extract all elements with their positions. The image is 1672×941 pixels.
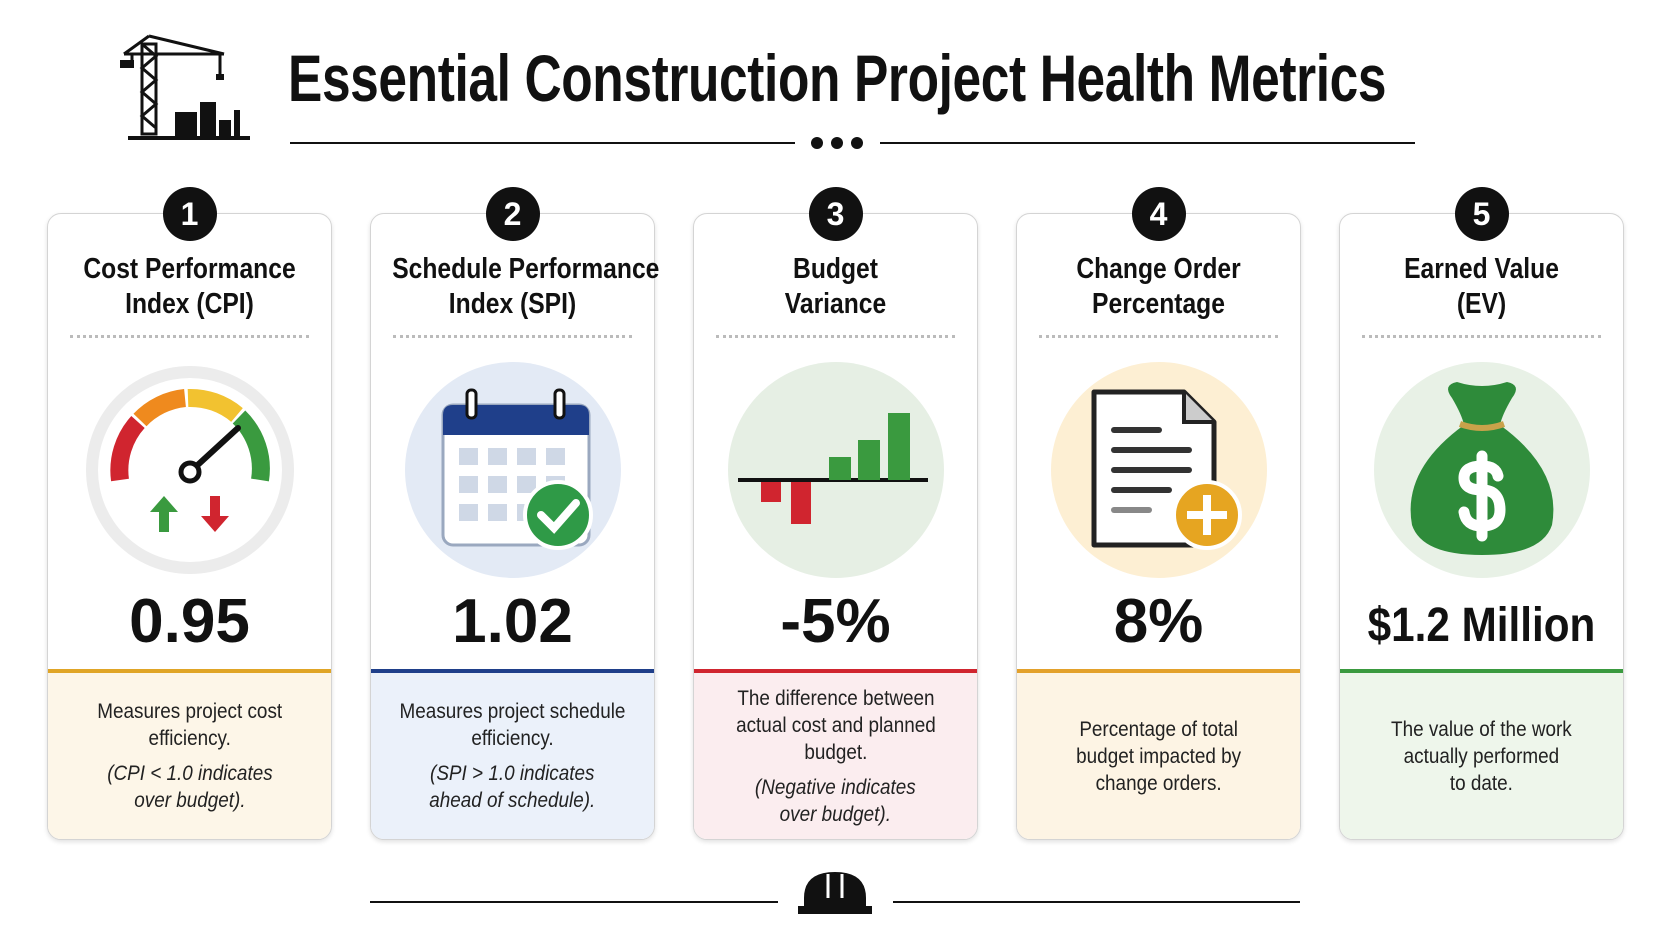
description-panel: Measures project schedule efficiency. (SPI… <box>371 669 654 839</box>
note-line: (Negative indicates <box>755 775 916 799</box>
description-line: efficiency. <box>471 727 554 750</box>
divider <box>70 335 309 338</box>
icon-graphic <box>1050 362 1267 578</box>
card-title: Earned Value (EV) <box>1361 252 1602 322</box>
card-number: 4 <box>1131 187 1186 241</box>
card-icon <box>1049 360 1269 580</box>
metric-value: 0.95 <box>129 587 250 656</box>
page-title: Essential Construction Project Health Me… <box>288 41 1387 115</box>
card-title-line: Percentage <box>1092 288 1225 320</box>
card-number: 2 <box>485 187 540 241</box>
card-title-line: Schedule Performance <box>392 253 660 285</box>
description: Measures project cost efficiency. <box>87 698 292 752</box>
card-icon <box>80 360 300 580</box>
metric-card: 4 Change Order Percentage 8% Percentage of … <box>1016 187 1301 840</box>
description: The difference between actual cost and pl… <box>725 685 947 766</box>
description-line: actual cost and planned <box>735 713 936 737</box>
card-number: 5 <box>1454 187 1509 241</box>
card-title: Cost Performance Index (CPI) <box>69 252 310 322</box>
description-line: The difference between <box>736 686 935 710</box>
description-panel: Percentage of total budget impacted by cha… <box>1017 669 1300 839</box>
note-line: (SPI > 1.0 indicates <box>430 762 595 785</box>
card-title: Budget Variance <box>715 252 956 322</box>
description-line: actually performed <box>1403 744 1560 768</box>
description-line: Percentage of total <box>1079 717 1238 741</box>
note: (CPI < 1.0 indicates over budget). <box>98 760 282 814</box>
note: (Negative indicates over budget). <box>746 774 925 828</box>
metric-value: $1.2 Million <box>1367 599 1596 652</box>
divider <box>716 335 955 338</box>
card-icon <box>1372 360 1592 580</box>
card-title-line: Change Order <box>1076 253 1241 285</box>
divider <box>1039 335 1278 338</box>
card-number: 1 <box>162 187 217 241</box>
title-rule <box>290 137 1415 149</box>
footer-rule <box>370 872 1300 914</box>
description-line: budget. <box>803 740 868 764</box>
note-line: over budget). <box>133 789 246 812</box>
description-panel: The value of the work actually performed t… <box>1340 669 1623 839</box>
card-number: 3 <box>808 187 863 241</box>
card-icon <box>403 360 623 580</box>
icon-graphic <box>1373 362 1590 578</box>
description-line: Measures project schedule <box>399 700 626 723</box>
metric-value: 8% <box>1113 587 1204 656</box>
note-line: ahead of schedule). <box>429 789 596 812</box>
note: (SPI > 1.0 indicates ahead of schedule). <box>420 760 604 814</box>
description: Percentage of total budget impacted by cha… <box>1067 716 1250 797</box>
description-panel: Measures project cost efficiency. (CPI < 1… <box>48 669 331 839</box>
note-line: (CPI < 1.0 indicates <box>106 762 273 785</box>
card-title-line: Earned Value <box>1404 253 1559 285</box>
description-line: budget impacted by <box>1076 744 1241 768</box>
card-title: Schedule Performance Index (SPI) <box>392 252 660 322</box>
card-title-line: (EV) <box>1456 288 1507 320</box>
metric-card: 1 Cost Performance Index (CPI) 0.95 Measure… <box>47 187 332 840</box>
description-panel: The difference between actual cost and pl… <box>694 669 977 839</box>
icon-graphic <box>85 366 294 574</box>
divider <box>393 335 632 338</box>
metric-card: 2 Schedule Performance Index (SPI) 1.02 Mea… <box>370 187 660 840</box>
description-line: to date. <box>1449 771 1514 795</box>
metric-value: 1.02 <box>452 587 573 656</box>
icon-graphic <box>404 362 621 578</box>
card-title-line: Budget <box>793 253 878 285</box>
card-title-line: Cost Performance <box>83 253 296 285</box>
metric-card: 3 Budget Variance -5% The difference betwee… <box>693 187 978 840</box>
description-line: The value of the work <box>1391 717 1572 741</box>
card-icon <box>726 360 946 580</box>
description: Measures project schedule efficiency. <box>387 698 638 752</box>
description-line: efficiency. <box>148 727 231 750</box>
divider <box>1362 335 1601 338</box>
icon-graphic <box>727 362 944 578</box>
metric-value: -5% <box>780 587 891 656</box>
card-title: Change Order Percentage <box>1038 252 1279 322</box>
card-title-line: Variance <box>784 288 887 320</box>
card-title-line: Index (SPI) <box>448 288 577 320</box>
note-line: over budget). <box>779 802 892 826</box>
description-line: Measures project cost <box>97 700 282 723</box>
card-title-line: Index (CPI) <box>125 288 254 320</box>
description: The value of the work actually performed t… <box>1381 716 1582 797</box>
metric-card: 5 Earned Value (EV) $1.2 Million The value … <box>1339 187 1624 840</box>
crane-icon <box>120 34 250 140</box>
description-line: change orders. <box>1095 771 1222 795</box>
